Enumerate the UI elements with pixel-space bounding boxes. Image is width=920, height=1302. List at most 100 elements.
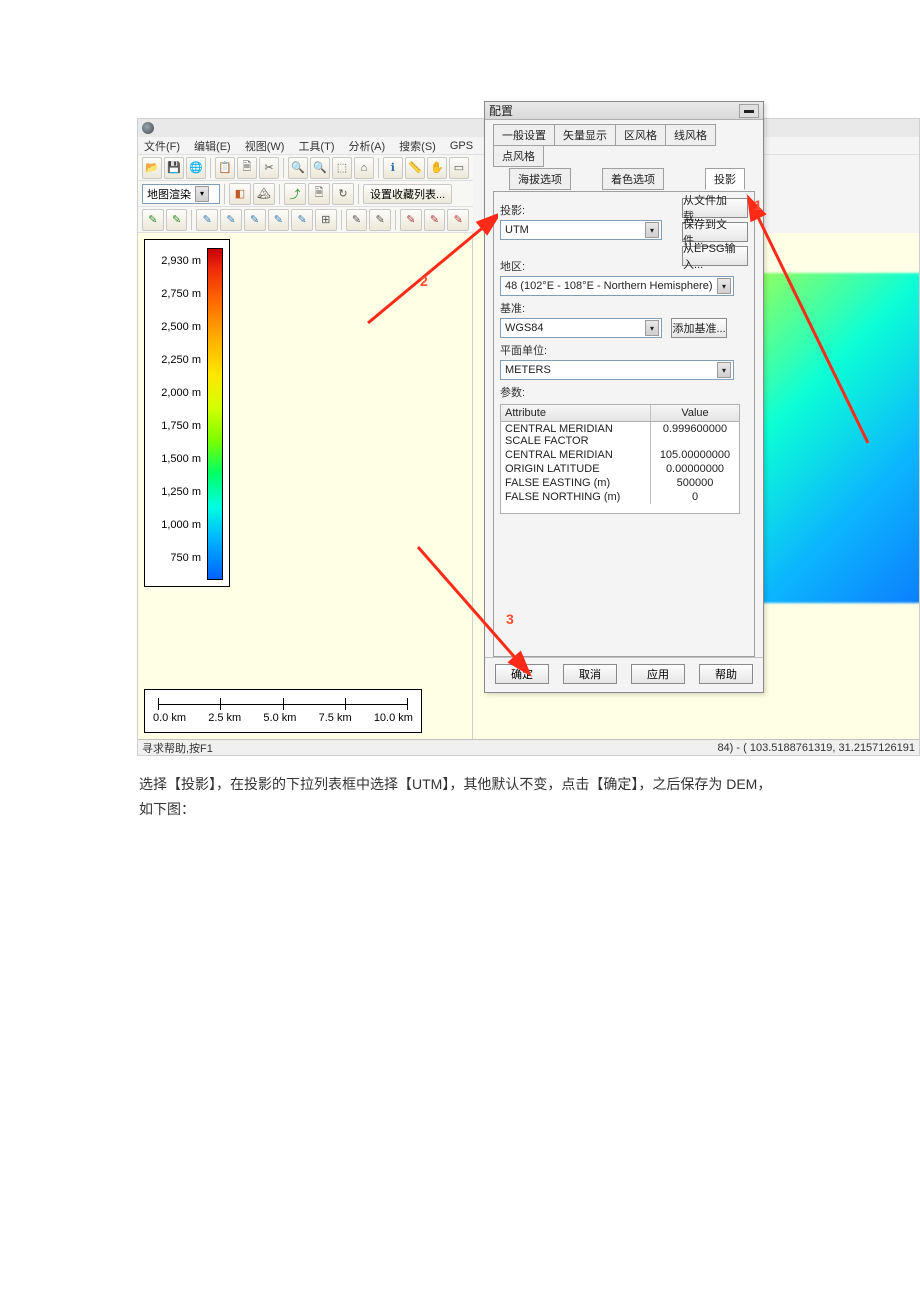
table-row: FALSE NORTHING (m)0 bbox=[501, 490, 739, 504]
params-table: Attribute Value CENTRAL MERIDIAN SCALE F… bbox=[500, 404, 740, 514]
new-layer-icon[interactable]: 🗎 bbox=[237, 157, 257, 179]
caption-text: 选择【投影】，在投影的下拉列表框中选择【UTM】，其他默认不变，点击【确定】，之… bbox=[137, 756, 917, 822]
dialog-tabs-row1: 一般设置 矢量显示 区风格 线风格 点风格 bbox=[493, 124, 755, 166]
layer-icon[interactable]: ◧ bbox=[229, 183, 251, 205]
render-mode-label: 地图渲染 bbox=[147, 186, 191, 202]
home-icon[interactable]: ⌂ bbox=[354, 157, 374, 179]
zoom-in-icon[interactable]: 🔍 bbox=[288, 157, 308, 179]
tab-general[interactable]: 一般设置 bbox=[493, 124, 555, 146]
menu-gps[interactable]: GPS bbox=[450, 140, 473, 152]
toolbar-separator bbox=[358, 184, 359, 204]
dialog-button-row: 确定 取消 应用 帮助 bbox=[485, 657, 763, 692]
upload-icon[interactable]: ⤴ bbox=[284, 183, 306, 205]
table-row: CENTRAL MERIDIAN105.00000000 bbox=[501, 448, 739, 462]
menu-search[interactable]: 搜索(S) bbox=[399, 138, 436, 154]
pan-icon[interactable]: ✋ bbox=[427, 157, 447, 179]
cut-icon[interactable]: ✂ bbox=[259, 157, 279, 179]
save-to-file-button[interactable]: 保存到文件... bbox=[682, 222, 748, 242]
tab-vector[interactable]: 矢量显示 bbox=[554, 124, 616, 146]
symbol-icon[interactable]: ✎ bbox=[400, 209, 422, 231]
scale-line bbox=[158, 698, 408, 710]
units-combo[interactable]: METERS ▾ bbox=[500, 360, 734, 380]
param-header-val: Value bbox=[651, 405, 739, 421]
caption-line-2: 如下图： bbox=[139, 801, 195, 817]
info-icon[interactable]: ℹ bbox=[383, 157, 403, 179]
export-icon[interactable]: 🗎 bbox=[308, 183, 330, 205]
toolbar-digitize: ✎ ✎ ✎ ✎ ✎ ✎ ✎ ⊞ ✎ ✎ ✎ ✎ ✎ bbox=[138, 207, 473, 233]
label-params: 参数: bbox=[500, 384, 748, 400]
toolbar-separator bbox=[395, 210, 396, 230]
ok-button[interactable]: 确定 bbox=[495, 664, 549, 684]
scale-label: 0.0 km bbox=[153, 712, 186, 724]
globe-icon[interactable]: 🌐 bbox=[186, 157, 206, 179]
chevron-down-icon: ▾ bbox=[717, 278, 731, 294]
edit-vertex-icon[interactable]: ✎ bbox=[346, 209, 368, 231]
menu-file[interactable]: 文件(F) bbox=[144, 138, 180, 154]
select-icon[interactable]: ▭ bbox=[449, 157, 469, 179]
label-datum: 基准: bbox=[500, 300, 748, 316]
draw-arc-icon[interactable]: ✎ bbox=[268, 209, 290, 231]
projection-value: UTM bbox=[505, 224, 641, 236]
render-mode-combo[interactable]: 地图渲染 ▾ bbox=[142, 184, 220, 204]
draw-grid-icon[interactable]: ⊞ bbox=[315, 209, 337, 231]
menu-tools[interactable]: 工具(T) bbox=[298, 138, 334, 154]
draw-circle-icon[interactable]: ✎ bbox=[244, 209, 266, 231]
save-icon[interactable]: 💾 bbox=[164, 157, 184, 179]
cancel-button[interactable]: 取消 bbox=[563, 664, 617, 684]
menu-view[interactable]: 视图(W) bbox=[245, 138, 285, 154]
toolbar-main: 📂 💾 🌐 📋 🗎 ✂ 🔍 🔍 ⬚ ⌂ ℹ 📏 ✋ ▭ bbox=[138, 155, 473, 181]
toolbar-separator bbox=[210, 158, 211, 178]
draw-point-icon[interactable]: ✎ bbox=[142, 209, 164, 231]
draw-line-icon[interactable]: ✎ bbox=[166, 209, 188, 231]
dialog-close-icon[interactable]: ▬ bbox=[739, 104, 759, 118]
tab-shader[interactable]: 着色选项 bbox=[602, 168, 664, 190]
symbol3-icon[interactable]: ✎ bbox=[447, 209, 469, 231]
tab-line-style[interactable]: 线风格 bbox=[665, 124, 716, 146]
chevron-down-icon: ▾ bbox=[645, 222, 659, 238]
table-row: FALSE EASTING (m)500000 bbox=[501, 476, 739, 490]
tab-elevation[interactable]: 海拔选项 bbox=[509, 168, 571, 190]
table-row: ORIGIN LATITUDE0.00000000 bbox=[501, 462, 739, 476]
measure-icon[interactable]: 📏 bbox=[405, 157, 425, 179]
clipboard-icon[interactable]: 📋 bbox=[215, 157, 235, 179]
draw-poly-icon[interactable]: ✎ bbox=[196, 209, 218, 231]
tab-area-style[interactable]: 区风格 bbox=[615, 124, 666, 146]
help-button[interactable]: 帮助 bbox=[699, 664, 753, 684]
statusbar-right: 84) - ( 103.5188761319, 31.2157126191 bbox=[717, 742, 915, 754]
zone-combo[interactable]: 48 (102°E - 108°E - Northern Hemisphere)… bbox=[500, 276, 734, 296]
menu-analysis[interactable]: 分析(A) bbox=[348, 138, 385, 154]
gis-app-window: 文件(F) 编辑(E) 视图(W) 工具(T) 分析(A) 搜索(S) GPS … bbox=[137, 118, 920, 756]
zone-value: 48 (102°E - 108°E - Northern Hemisphere) bbox=[505, 280, 713, 292]
tab-point-style[interactable]: 点风格 bbox=[493, 145, 544, 167]
3d-icon[interactable]: 🏔 bbox=[253, 183, 275, 205]
edit-move-icon[interactable]: ✎ bbox=[369, 209, 391, 231]
refresh-icon[interactable]: ↻ bbox=[332, 183, 354, 205]
zoom-extent-icon[interactable]: ⬚ bbox=[332, 157, 352, 179]
projection-panel: 从文件加载... 保存到文件... 从EPSG输入... 投影: UTM ▾ 地… bbox=[493, 191, 755, 657]
terrain-preview bbox=[759, 273, 919, 603]
draw-rect-icon[interactable]: ✎ bbox=[220, 209, 242, 231]
toolbar-separator bbox=[341, 210, 342, 230]
open-icon[interactable]: 📂 bbox=[142, 157, 162, 179]
tab-projection[interactable]: 投影 bbox=[705, 168, 745, 190]
scale-label: 7.5 km bbox=[319, 712, 352, 724]
datum-combo[interactable]: WGS84 ▾ bbox=[500, 318, 662, 338]
dialog-titlebar[interactable]: 配置 ▬ bbox=[485, 102, 763, 120]
apply-button[interactable]: 应用 bbox=[631, 664, 685, 684]
zoom-out-icon[interactable]: 🔍 bbox=[310, 157, 330, 179]
draw-free-icon[interactable]: ✎ bbox=[291, 209, 313, 231]
add-datum-button[interactable]: 添加基准... bbox=[671, 318, 727, 338]
map-legend-panel: 2,930 m2,750 m2,500 m2,250 m2,000 m1,750… bbox=[138, 233, 473, 739]
callout-2: 2 bbox=[420, 273, 428, 289]
menu-edit[interactable]: 编辑(E) bbox=[194, 138, 231, 154]
scale-bar: 0.0 km2.5 km5.0 km7.5 km10.0 km bbox=[144, 689, 422, 733]
chevron-down-icon: ▾ bbox=[195, 186, 209, 202]
load-from-file-button[interactable]: 从文件加载... bbox=[682, 198, 748, 218]
projection-combo[interactable]: UTM ▾ bbox=[500, 220, 662, 240]
favorites-button[interactable]: 设置收藏列表... bbox=[363, 184, 452, 204]
units-value: METERS bbox=[505, 364, 713, 376]
symbol2-icon[interactable]: ✎ bbox=[424, 209, 446, 231]
caption-line-1: 选择【投影】，在投影的下拉列表框中选择【UTM】，其他默认不变，点击【确定】，之… bbox=[139, 776, 771, 792]
param-header-attr: Attribute bbox=[501, 405, 651, 421]
epsg-input-button[interactable]: 从EPSG输入... bbox=[682, 246, 748, 266]
